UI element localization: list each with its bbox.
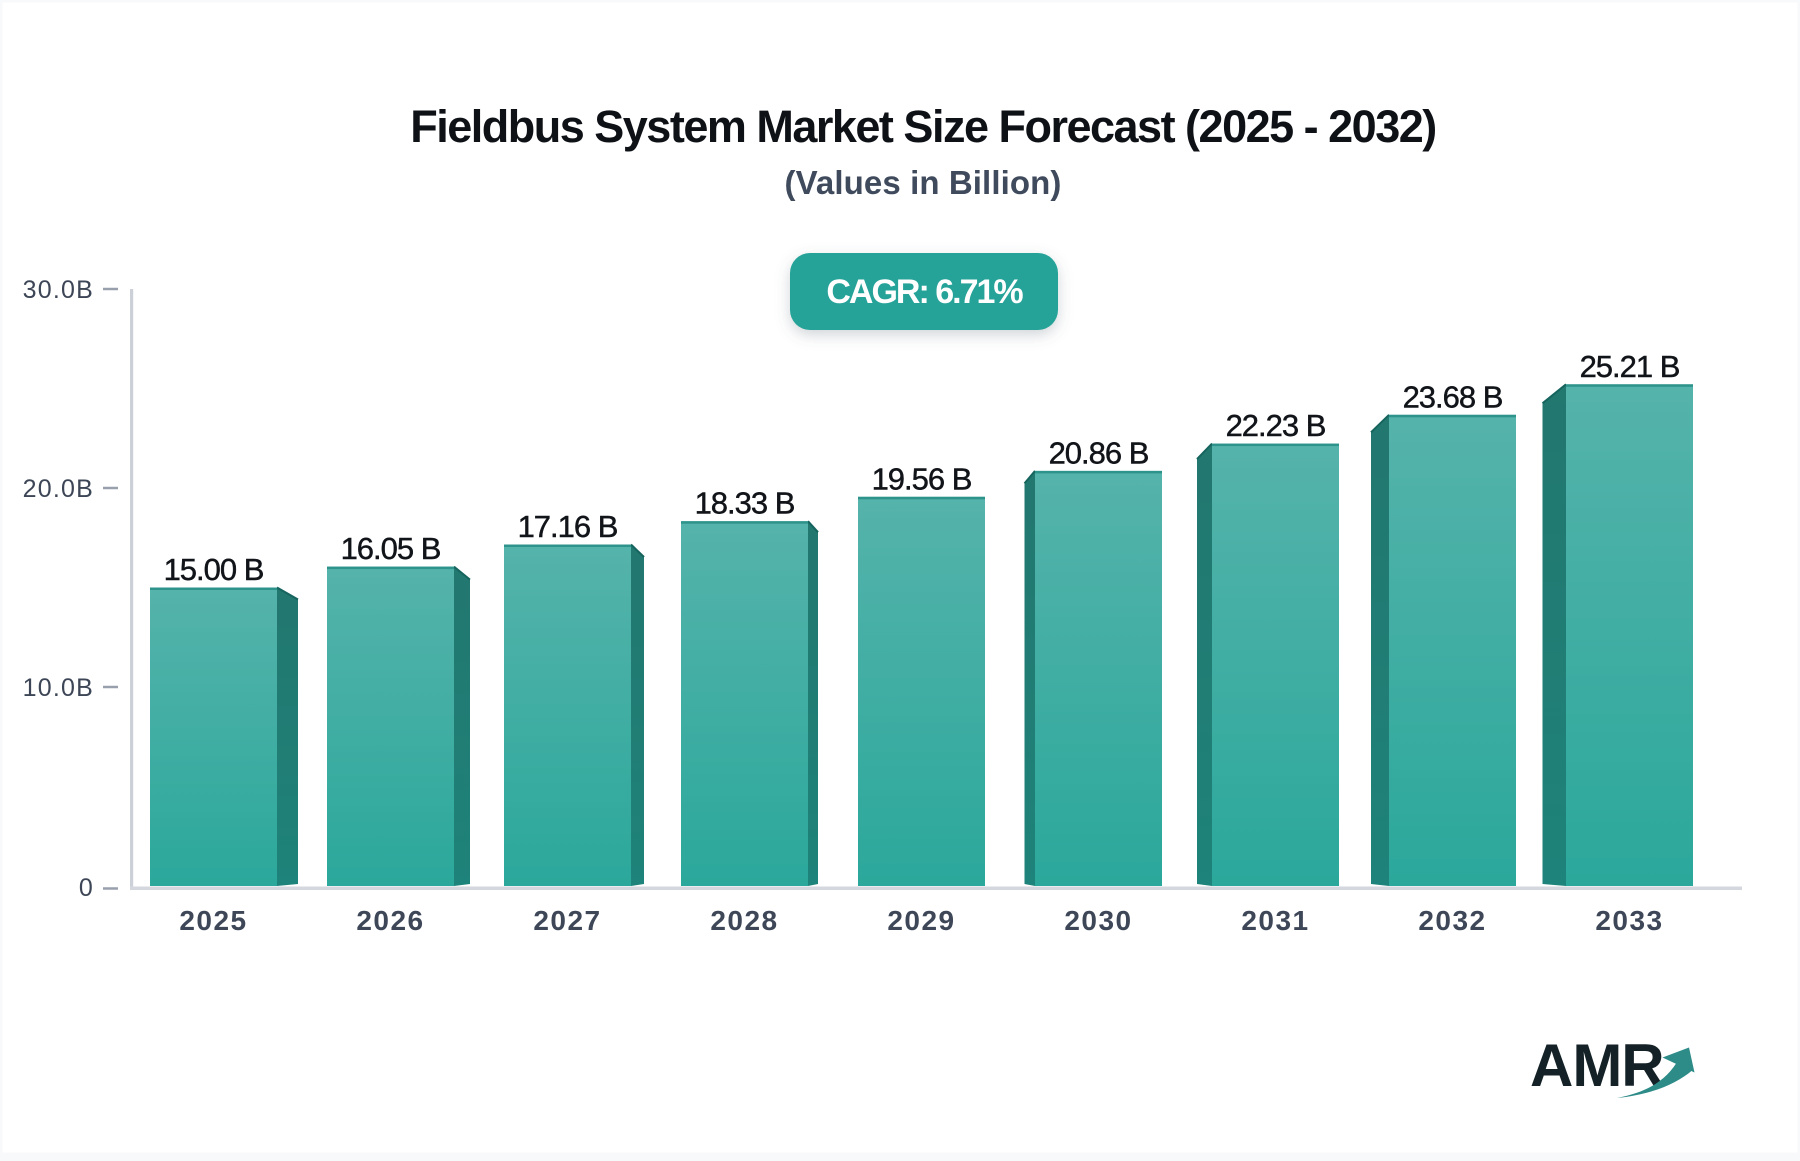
svg-text:16.05 B: 16.05 B xyxy=(341,531,441,566)
svg-text:23.68 B: 23.68 B xyxy=(1403,379,1503,414)
svg-text:Fieldbus System Market Size Fo: Fieldbus System Market Size Forecast (20… xyxy=(410,101,1435,152)
svg-text:2026: 2026 xyxy=(356,905,424,936)
svg-text:AMR: AMR xyxy=(1530,1032,1664,1099)
svg-text:2030: 2030 xyxy=(1064,905,1132,936)
svg-text:25.21 B: 25.21 B xyxy=(1580,349,1680,384)
svg-text:15.00 B: 15.00 B xyxy=(164,552,264,587)
svg-text:2031: 2031 xyxy=(1241,905,1309,936)
svg-text:2029: 2029 xyxy=(887,905,955,936)
svg-text:2033: 2033 xyxy=(1595,905,1663,936)
svg-text:22.23 B: 22.23 B xyxy=(1226,408,1326,443)
svg-text:2032: 2032 xyxy=(1418,905,1486,936)
svg-text:2027: 2027 xyxy=(533,905,601,936)
svg-text:20.0B: 20.0B xyxy=(23,475,94,503)
svg-text:20.86 B: 20.86 B xyxy=(1049,435,1149,470)
svg-text:2025: 2025 xyxy=(179,905,247,936)
svg-text:30.0B: 30.0B xyxy=(23,276,94,304)
svg-text:CAGR: 6.71%: CAGR: 6.71% xyxy=(826,273,1023,311)
svg-text:0: 0 xyxy=(79,874,94,902)
svg-text:10.0B: 10.0B xyxy=(23,674,94,702)
svg-text:(Values in Billion): (Values in Billion) xyxy=(785,164,1062,201)
svg-text:2028: 2028 xyxy=(710,905,778,936)
svg-text:19.56 B: 19.56 B xyxy=(872,461,972,496)
svg-text:17.16 B: 17.16 B xyxy=(518,509,618,544)
svg-text:18.33 B: 18.33 B xyxy=(695,486,795,521)
